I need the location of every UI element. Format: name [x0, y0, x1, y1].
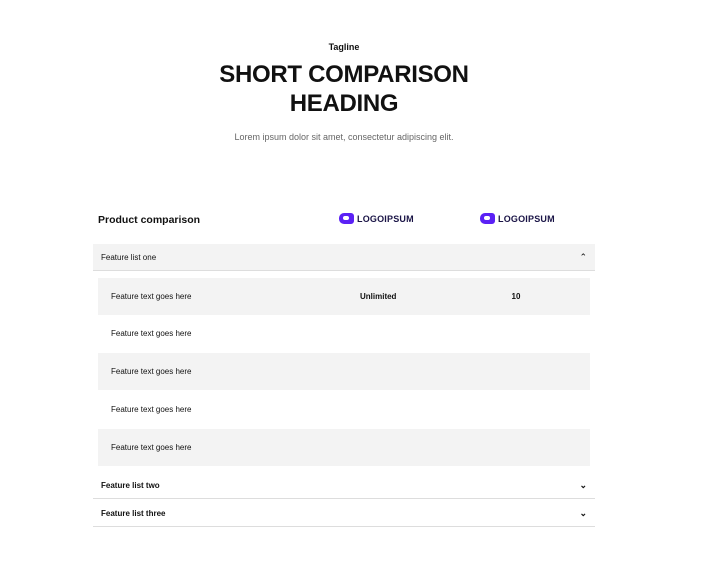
product-logo-2: LOGOIPSUM [480, 213, 555, 224]
table-row: Feature text goes here [98, 429, 590, 466]
chevron-up-icon[interactable]: ⌃ [579, 251, 587, 262]
logo-mark-icon [339, 213, 354, 224]
page-title: SHORT COMPARISON HEADING [0, 60, 688, 118]
feature-text: Feature text goes here [111, 292, 192, 301]
heading-line: HEADING [289, 90, 399, 117]
feature-text: Feature text goes here [111, 329, 192, 338]
heading-line: SHORT COMPARISON [219, 61, 469, 88]
group-label: Feature list three [101, 508, 166, 518]
subtitle: Lorem ipsum dolor sit amet, consectetur … [234, 132, 454, 142]
group-label: Feature list one [101, 252, 157, 262]
tagline: Tagline [328, 42, 360, 52]
product-logo-1: LOGOIPSUM [339, 213, 414, 224]
logo-text: LOGOIPSUM [498, 213, 555, 224]
feature-text: Feature text goes here [111, 443, 192, 452]
group-feature-list-two[interactable]: Feature list two ⌄ [93, 472, 595, 499]
feature-text: Feature text goes here [111, 405, 192, 414]
chevron-down-icon[interactable]: ⌄ [579, 479, 587, 490]
table-row: Feature text goes here [98, 353, 590, 390]
table-row: Feature text goes here [98, 315, 590, 352]
value-product-1: Unlimited [360, 292, 397, 301]
feature-text: Feature text goes here [111, 367, 192, 376]
chevron-down-icon[interactable]: ⌄ [579, 507, 587, 518]
table-title: Product comparison [98, 214, 201, 226]
value-product-2: 10 [511, 292, 521, 301]
logo-text: LOGOIPSUM [357, 213, 414, 224]
table-row: Feature text goes here [98, 391, 590, 428]
table-row: Feature text goes here Unlimited 10 [98, 278, 590, 315]
logo-mark-icon [480, 213, 495, 224]
group-feature-list-three[interactable]: Feature list three ⌄ [93, 500, 595, 527]
group-label: Feature list two [101, 480, 160, 490]
group-feature-list-one[interactable]: Feature list one ⌃ [93, 244, 595, 271]
